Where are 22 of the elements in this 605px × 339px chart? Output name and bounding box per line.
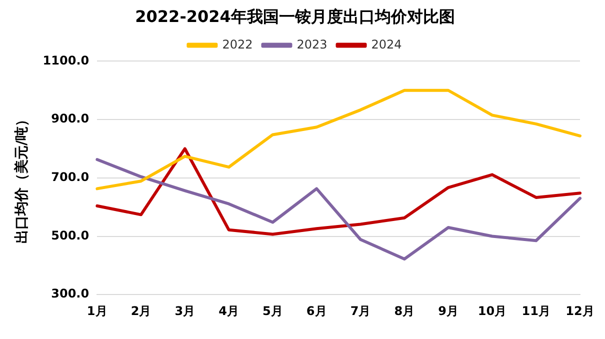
x-tick-label: 8月 [394,304,415,318]
legend-label: 2022 [222,37,253,52]
x-tick-label: 3月 [174,304,196,318]
legend-label: 2024 [371,37,402,52]
x-tick-label: 5月 [262,304,283,318]
y-tick-label: 300.0 [51,286,90,301]
y-axis-title: 出口均价（美元/吨） [13,112,30,244]
y-tick-label: 500.0 [51,228,90,242]
x-tick-label: 10月 [478,304,507,318]
x-tick-label: 6月 [306,304,327,318]
legend-label: 2023 [296,37,328,52]
x-tick-label: 7月 [350,304,371,318]
y-tick-label: 900.0 [51,112,90,126]
y-tick-label: 1100.0 [42,53,90,68]
chart-title: 2022-2024年我国一铵月度出口均价对比图 [135,6,455,26]
x-tick-label: 11月 [522,304,550,318]
x-tick-label: 2月 [130,304,152,318]
y-tick-label: 700.0 [51,170,90,184]
x-tick-label: 12月 [566,304,594,318]
x-tick-label: 9月 [438,304,458,318]
x-tick-label: 4月 [218,304,239,318]
x-tick-label: 1月 [86,304,108,318]
